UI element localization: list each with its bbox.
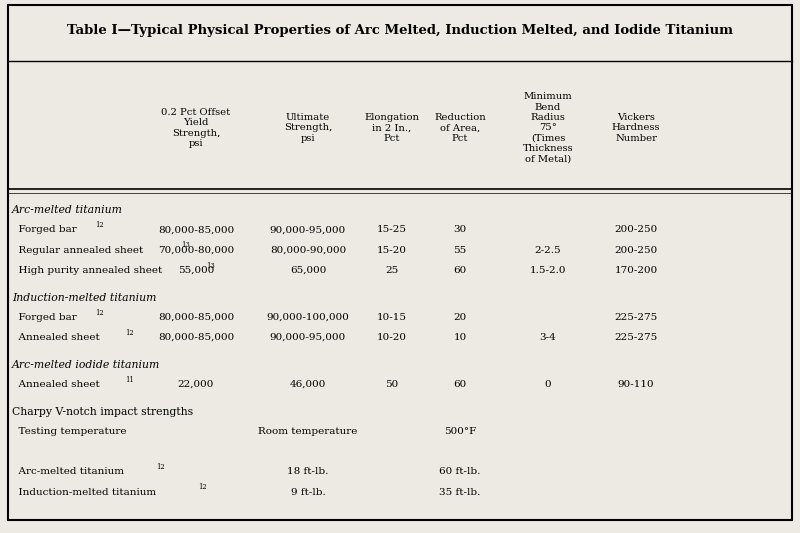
Text: 18 ft-lb.: 18 ft-lb. xyxy=(287,467,329,477)
Text: 200-250: 200-250 xyxy=(614,225,658,235)
Text: Vickers
Hardness
Number: Vickers Hardness Number xyxy=(612,113,660,143)
Text: 25: 25 xyxy=(386,266,398,275)
Text: 55: 55 xyxy=(454,246,466,255)
Text: Arc-melted titanium: Arc-melted titanium xyxy=(12,467,124,477)
Text: 55,000: 55,000 xyxy=(178,266,214,275)
Text: Annealed sheet: Annealed sheet xyxy=(12,333,100,342)
Text: 170-200: 170-200 xyxy=(614,266,658,275)
Text: 80,000-85,000: 80,000-85,000 xyxy=(158,333,234,342)
Text: 30: 30 xyxy=(454,225,466,235)
Text: Ultimate
Strength,
psi: Ultimate Strength, psi xyxy=(284,113,332,143)
Text: 13: 13 xyxy=(182,241,190,249)
Text: 80,000-85,000: 80,000-85,000 xyxy=(158,313,234,322)
Text: Induction-melted titanium: Induction-melted titanium xyxy=(12,293,157,303)
Text: Minimum
Bend
Radius
75°
(Times
Thickness
of Metal): Minimum Bend Radius 75° (Times Thickness… xyxy=(522,92,574,164)
Text: 80,000-90,000: 80,000-90,000 xyxy=(270,246,346,255)
Text: Arc-melted titanium: Arc-melted titanium xyxy=(12,205,123,215)
Text: 46,000: 46,000 xyxy=(290,380,326,389)
Text: 12: 12 xyxy=(198,483,206,491)
Text: 35 ft-lb.: 35 ft-lb. xyxy=(439,488,481,497)
Text: 50: 50 xyxy=(386,380,398,389)
Text: 12: 12 xyxy=(95,221,104,229)
Text: 80,000-85,000: 80,000-85,000 xyxy=(158,225,234,235)
Text: 10: 10 xyxy=(454,333,466,342)
Text: 90-110: 90-110 xyxy=(618,380,654,389)
Text: 2-2.5: 2-2.5 xyxy=(534,246,562,255)
Text: 1.5-2.0: 1.5-2.0 xyxy=(530,266,566,275)
Text: 10-15: 10-15 xyxy=(377,313,407,322)
Text: 22,000: 22,000 xyxy=(178,380,214,389)
Text: 12: 12 xyxy=(126,329,134,337)
Text: 225-275: 225-275 xyxy=(614,313,658,322)
Text: 11: 11 xyxy=(126,376,134,384)
Text: 200-250: 200-250 xyxy=(614,246,658,255)
Text: 70,000-80,000: 70,000-80,000 xyxy=(158,246,234,255)
Text: Arc-melted iodide titanium: Arc-melted iodide titanium xyxy=(12,360,160,370)
Text: Forged bar: Forged bar xyxy=(12,225,77,235)
Text: 12: 12 xyxy=(157,463,165,471)
Text: Regular annealed sheet: Regular annealed sheet xyxy=(12,246,143,255)
Text: Room temperature: Room temperature xyxy=(258,427,358,436)
Text: 9 ft-lb.: 9 ft-lb. xyxy=(290,488,326,497)
Text: Charpy V-notch impact strengths: Charpy V-notch impact strengths xyxy=(12,407,193,417)
Text: Testing temperature: Testing temperature xyxy=(12,427,126,436)
Text: 225-275: 225-275 xyxy=(614,333,658,342)
Text: 65,000: 65,000 xyxy=(290,266,326,275)
Text: 60 ft-lb.: 60 ft-lb. xyxy=(439,467,481,477)
Text: 10-20: 10-20 xyxy=(377,333,407,342)
Text: 0: 0 xyxy=(545,380,551,389)
Text: Induction-melted titanium: Induction-melted titanium xyxy=(12,488,156,497)
Text: Forged bar: Forged bar xyxy=(12,313,77,322)
Text: 500°F: 500°F xyxy=(444,427,476,436)
Text: Elongation
in 2 In.,
Pct: Elongation in 2 In., Pct xyxy=(365,113,419,143)
Text: 15-20: 15-20 xyxy=(377,246,407,255)
Text: 0.2 Pct Offset
Yield
Strength,
psi: 0.2 Pct Offset Yield Strength, psi xyxy=(162,108,230,148)
Text: 60: 60 xyxy=(454,266,466,275)
Text: 3-4: 3-4 xyxy=(540,333,556,342)
Text: 60: 60 xyxy=(454,380,466,389)
Text: Annealed sheet: Annealed sheet xyxy=(12,380,100,389)
Text: 90,000-95,000: 90,000-95,000 xyxy=(270,225,346,235)
Text: High purity annealed sheet: High purity annealed sheet xyxy=(12,266,162,275)
Text: Reduction
of Area,
Pct: Reduction of Area, Pct xyxy=(434,113,486,143)
Text: 12: 12 xyxy=(95,309,104,317)
Text: 20: 20 xyxy=(454,313,466,322)
Text: 90,000-100,000: 90,000-100,000 xyxy=(266,313,350,322)
Text: Table I—Typical Physical Properties of Arc Melted, Induction Melted, and Iodide : Table I—Typical Physical Properties of A… xyxy=(67,24,733,37)
Text: 15-25: 15-25 xyxy=(377,225,407,235)
Text: 13: 13 xyxy=(206,262,214,270)
Text: 90,000-95,000: 90,000-95,000 xyxy=(270,333,346,342)
